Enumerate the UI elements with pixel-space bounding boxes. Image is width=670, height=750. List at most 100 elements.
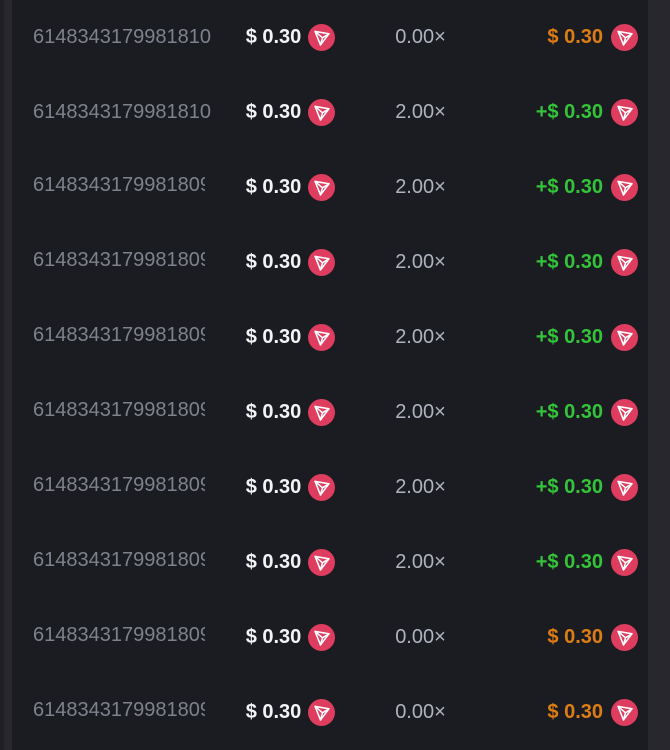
payout-cell: +$ 0.30 [493,249,638,276]
bet-amount: $ 0.30 [245,401,302,423]
tron-icon [611,624,638,651]
bet-row[interactable]: 6148343179981809 $ 0.30 2.00× +$ 0.30 [12,525,648,600]
tron-icon [611,174,638,201]
tron-icon [308,624,336,651]
bet-amount: $ 0.30 [245,176,302,198]
multiplier-cell: 2.00× [348,326,493,349]
bet-row[interactable]: 6148343179981809 $ 0.30 0.00× $ 0.30 [12,675,648,750]
bet-id-cell: 6148343179981809 [33,324,233,352]
multiplier-cell: 0.00× [348,701,493,724]
bet-amount: $ 0.30 [245,551,302,573]
bet-amount-cell: $ 0.30 [233,324,348,351]
bet-id-cell: 6148343179981810 [33,26,233,49]
multiplier: 2.00× [395,176,446,198]
tron-icon [308,324,336,351]
bet-id: 6148343179981809 [33,323,206,346]
multiplier: 2.00× [395,551,446,573]
bet-row[interactable]: 6148343179981809 $ 0.30 2.00× +$ 0.30 [12,300,648,375]
multiplier: 2.00× [395,326,446,348]
bet-id: 6148343179981810 [33,101,211,123]
bet-history-table: 6148343179981810 $ 0.30 0.00× $ 0.30 [12,0,648,750]
payout-amount: +$ 0.30 [535,251,603,273]
payout-amount: $ 0.30 [547,626,603,648]
multiplier-cell: 2.00× [348,476,493,499]
bet-row[interactable]: 6148343179981809 $ 0.30 2.00× +$ 0.30 [12,225,648,300]
payout-amount: $ 0.30 [547,26,603,48]
bet-amount-cell: $ 0.30 [233,99,348,126]
payout-cell: $ 0.30 [493,624,638,651]
bet-amount: $ 0.30 [245,701,302,723]
bet-amount: $ 0.30 [245,626,302,648]
payout-cell: +$ 0.30 [493,174,638,201]
payout-amount: +$ 0.30 [535,551,603,573]
bet-id-cell: 6148343179981809 [33,174,233,202]
tron-icon [308,174,336,201]
bet-row[interactable]: 6148343179981809 $ 0.30 2.00× +$ 0.30 [12,375,648,450]
bet-id-cell: 6148343179981809 [33,624,233,652]
payout-cell: +$ 0.30 [493,324,638,351]
tron-icon [611,99,638,126]
tron-icon [308,699,336,726]
multiplier-cell: 2.00× [348,401,493,424]
bet-id-cell: 6148343179981810 [33,101,233,124]
payout-cell: +$ 0.30 [493,99,638,126]
tron-icon [308,399,336,426]
multiplier-cell: 2.00× [348,551,493,574]
payout-amount: +$ 0.30 [535,326,603,348]
bet-id: 6148343179981809 [33,548,206,571]
bet-amount-cell: $ 0.30 [233,399,348,426]
tron-icon [308,549,336,576]
bet-id: 6148343179981809 [33,698,206,721]
bet-id: 6148343179981809 [33,248,206,271]
bet-id: 6148343179981809 [33,473,206,496]
tron-icon [308,474,336,501]
bet-id: 6148343179981810 [33,26,211,48]
bet-id-cell: 6148343179981809 [33,399,233,427]
tron-icon [308,99,336,126]
bet-amount-cell: $ 0.30 [233,249,348,276]
bet-id-cell: 6148343179981809 [33,549,233,577]
payout-cell: +$ 0.30 [493,549,638,576]
bet-amount: $ 0.30 [245,326,302,348]
multiplier-cell: 2.00× [348,176,493,199]
payout-cell: +$ 0.30 [493,399,638,426]
bet-amount-cell: $ 0.30 [233,699,348,726]
multiplier: 2.00× [395,101,446,123]
bet-row[interactable]: 6148343179981810 $ 0.30 0.00× $ 0.30 [12,0,648,75]
tron-icon [611,324,638,351]
payout-amount: $ 0.30 [547,701,603,723]
bet-amount-cell: $ 0.30 [233,174,348,201]
bet-id: 6148343179981809 [33,173,206,196]
bet-amount: $ 0.30 [245,251,302,273]
bet-row[interactable]: 6148343179981810 $ 0.30 2.00× +$ 0.30 [12,75,648,150]
tron-icon [308,249,336,276]
multiplier-cell: 2.00× [348,101,493,124]
bet-id-cell: 6148343179981809 [33,474,233,502]
tron-icon [611,549,638,576]
multiplier: 2.00× [395,251,446,273]
bet-row[interactable]: 6148343179981809 $ 0.30 2.00× +$ 0.30 [12,450,648,525]
multiplier: 0.00× [395,701,446,723]
payout-cell: $ 0.30 [493,24,638,51]
payout-amount: +$ 0.30 [535,176,603,198]
bet-amount: $ 0.30 [245,101,302,123]
multiplier: 2.00× [395,476,446,498]
multiplier-cell: 2.00× [348,251,493,274]
bet-id-cell: 6148343179981809 [33,699,233,727]
tron-icon [611,699,638,726]
multiplier-cell: 0.00× [348,626,493,649]
multiplier: 0.00× [395,626,446,648]
payout-cell: +$ 0.30 [493,474,638,501]
multiplier-cell: 0.00× [348,26,493,49]
tron-icon [611,399,638,426]
bet-row[interactable]: 6148343179981809 $ 0.30 0.00× $ 0.30 [12,600,648,675]
bet-amount: $ 0.30 [245,26,302,48]
bet-amount-cell: $ 0.30 [233,474,348,501]
payout-amount: +$ 0.30 [535,101,603,123]
tron-icon [611,24,638,51]
payout-amount: +$ 0.30 [535,476,603,498]
bet-id: 6148343179981809 [33,623,206,646]
bet-row[interactable]: 6148343179981809 $ 0.30 2.00× +$ 0.30 [12,150,648,225]
payout-cell: $ 0.30 [493,699,638,726]
